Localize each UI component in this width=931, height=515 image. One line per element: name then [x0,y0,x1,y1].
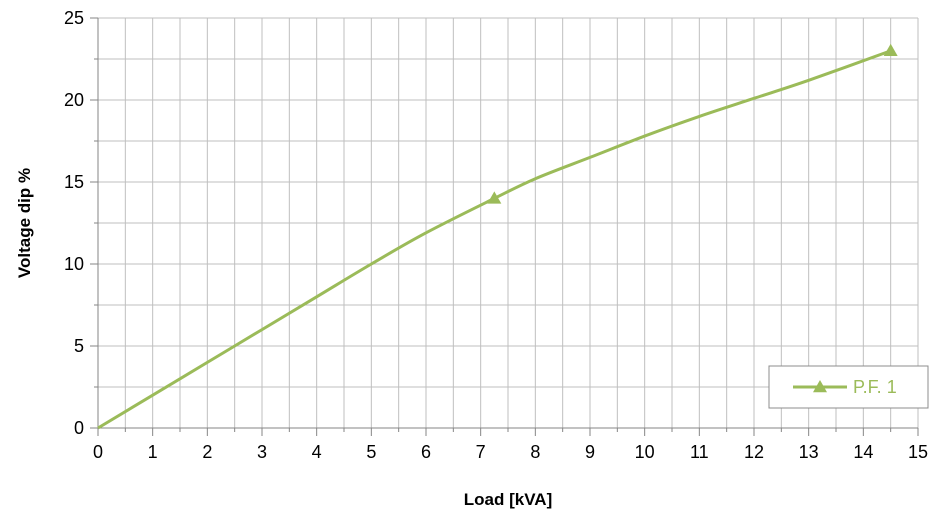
x-tick-label: 9 [585,442,595,462]
x-tick-label: 8 [530,442,540,462]
y-tick-label: 10 [64,254,84,274]
x-tick-label: 10 [635,442,655,462]
legend-entry-label: P.F. 1 [853,377,897,397]
axes [90,17,919,436]
x-tick-label: 6 [421,442,431,462]
x-tick-label: 12 [744,442,764,462]
x-tick-label: 5 [366,442,376,462]
y-tick-label: 20 [64,90,84,110]
data-point-triangle-marker [487,191,502,204]
legend: P.F. 1 [768,365,929,409]
x-tick-label: 3 [257,442,267,462]
y-tick-label: 5 [74,336,84,356]
x-tick-label: 14 [853,442,873,462]
y-axis-title: Voltage dip % [15,168,34,278]
x-tick-label: 15 [908,442,928,462]
x-tick-label: 7 [476,442,486,462]
data-point-triangle-marker [883,43,898,57]
legend-box [768,365,929,409]
y-tick-label: 0 [74,418,84,438]
x-tick-label: 11 [690,442,709,462]
x-tick-label: 1 [148,442,158,462]
grid [98,17,919,428]
x-tick-label: 0 [93,442,103,462]
x-tick-label: 2 [202,442,212,462]
y-tick-label: 25 [64,8,84,28]
x-axis-title: Load [kVA] [464,490,552,509]
y-tick-label: 15 [64,172,84,192]
x-tick-label: 13 [799,442,819,462]
legend-triangle-marker-icon [813,380,827,393]
x-tick-label: 4 [312,442,322,462]
series [97,43,898,430]
